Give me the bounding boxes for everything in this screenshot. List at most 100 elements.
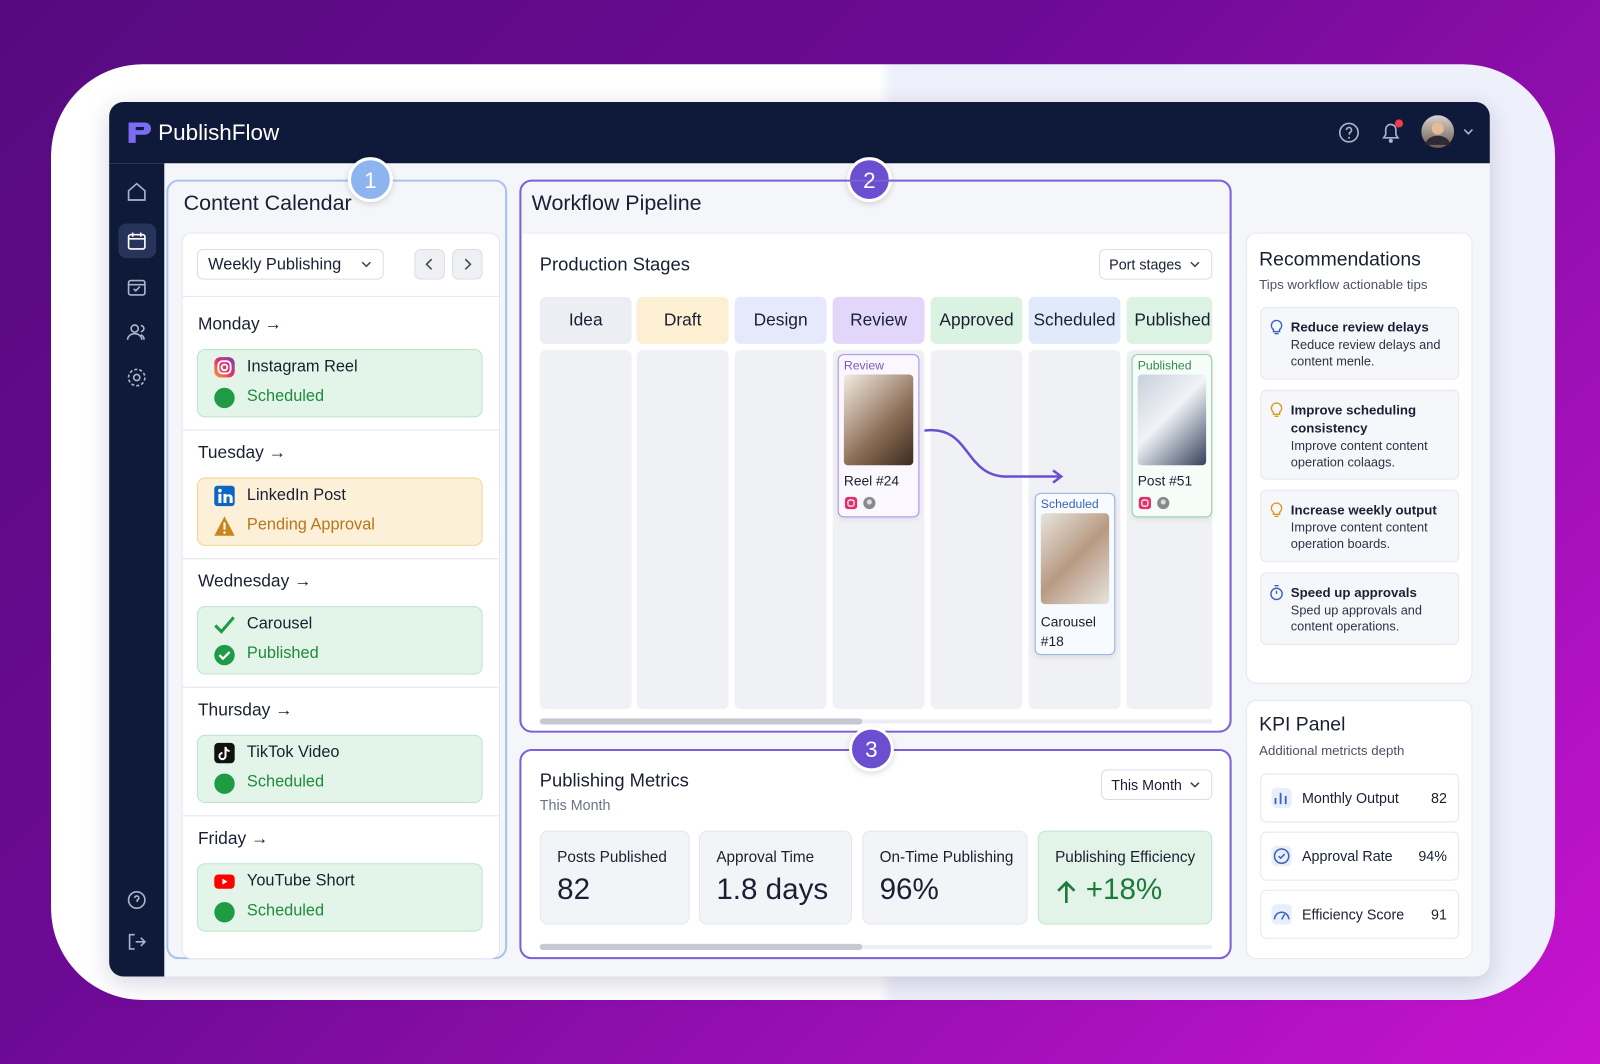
status-icon — [213, 644, 235, 666]
card-avatars-part-part — [1138, 496, 1152, 510]
badge-number: 2 — [863, 167, 876, 193]
item-status: Published — [246, 644, 319, 663]
panel-title: Recommendations — [1259, 248, 1421, 271]
tip-icon — [1269, 319, 1283, 335]
platform-icon-part-part — [214, 616, 235, 634]
scroll-thumb[interactable] — [539, 718, 863, 725]
tip-card[interactable] — [1260, 307, 1460, 380]
kpi-icon-part — [1271, 845, 1292, 867]
status-icon-part — [214, 516, 235, 536]
next-week[interactable] — [452, 248, 483, 280]
nav-item[interactable] — [126, 366, 148, 388]
help-button-part — [1338, 122, 1359, 143]
nav-item[interactable] — [126, 181, 148, 203]
card-avatars-part-part — [1160, 499, 1166, 505]
dropdown-caret-part — [361, 261, 371, 268]
nav-item-part — [126, 324, 145, 340]
help-button[interactable] — [1337, 120, 1361, 144]
tip-card[interactable] — [1260, 389, 1460, 480]
platform-icon-part — [214, 742, 235, 764]
notifications-part-part — [1382, 123, 1400, 139]
stage-header — [1126, 296, 1213, 344]
panel-title: Workflow Pipeline — [531, 191, 702, 216]
stage-name: Scheduled — [1033, 310, 1116, 330]
top-bar — [109, 102, 1490, 164]
panel-title: KPI Panel — [1259, 714, 1346, 736]
content-item[interactable] — [196, 734, 483, 804]
kpi-icon — [1271, 904, 1292, 925]
prev-week-part — [414, 248, 445, 280]
status-icon — [213, 901, 235, 923]
tip-icon-part-part — [1270, 319, 1283, 333]
nav-item-part-part — [127, 279, 146, 296]
nav-item[interactable] — [126, 931, 148, 953]
tip-card[interactable] — [1260, 489, 1460, 563]
platform-icon — [213, 356, 235, 378]
section-title: Publishing Metrics — [539, 770, 689, 791]
notifications[interactable] — [1378, 118, 1407, 145]
help-button-part-part — [1338, 122, 1359, 143]
content-item[interactable] — [196, 606, 483, 675]
status-icon-part-part — [214, 387, 235, 409]
content-item[interactable] — [196, 477, 483, 546]
status-icon — [213, 772, 235, 794]
nav-item-part-part — [128, 283, 145, 292]
avatar-part-part — [1425, 135, 1450, 145]
nav-item-part — [127, 279, 146, 296]
tip-text: Improve content content operation colaag… — [1290, 438, 1428, 470]
content-item[interactable] — [196, 863, 483, 932]
next-week-part — [452, 248, 483, 280]
stage-header — [734, 296, 827, 344]
scroll-track — [539, 944, 1213, 949]
divider — [182, 429, 499, 431]
status-icon-part-part — [214, 902, 235, 923]
nav-item[interactable] — [126, 276, 148, 298]
status-icon-part — [214, 387, 235, 409]
nav-item-part-part — [127, 182, 146, 201]
status-icon-part — [214, 902, 235, 923]
dropdown-caret-part-part — [1190, 782, 1200, 788]
nav-item[interactable] — [126, 889, 148, 911]
kpi-icon-part-part — [1274, 792, 1287, 805]
platform-icon-part-part — [218, 493, 222, 504]
dropdown-caret — [1188, 778, 1202, 792]
metric-label: Publishing Efficiency — [1055, 848, 1196, 867]
stage-name: Approved — [939, 310, 1014, 330]
content-item[interactable] — [196, 348, 483, 418]
prev-week-part-part — [414, 248, 445, 280]
badge-number: 3 — [865, 736, 878, 763]
nav-item-part — [127, 232, 146, 250]
panel-title: Content Calendar — [183, 191, 352, 216]
nav-item-part — [127, 182, 146, 201]
stage-name: Review — [850, 310, 908, 330]
divider — [182, 815, 499, 817]
logo-part — [128, 122, 152, 143]
move-arrow-part-part — [1052, 469, 1064, 484]
item-name: Carousel — [246, 615, 313, 633]
avatar-part — [1421, 115, 1455, 148]
card-label: Carousel #18 — [1040, 614, 1096, 649]
card-avatars-part-part — [1141, 499, 1149, 507]
calendar-card — [181, 232, 500, 960]
tip-icon-part — [1270, 402, 1283, 418]
brand: PublishFlow — [158, 119, 280, 145]
nav-item[interactable] — [126, 230, 148, 252]
account-menu[interactable] — [1461, 124, 1475, 138]
tip-title: Improve scheduling consistency — [1290, 402, 1417, 436]
kpi-icon-part-part — [1273, 911, 1290, 920]
day-label: Tuesday → — [197, 442, 287, 463]
filter-dropdown[interactable] — [196, 248, 384, 280]
item-name: TikTok Video — [246, 743, 340, 762]
next-week-part-part — [464, 258, 472, 270]
prev-week[interactable] — [414, 248, 445, 280]
tip-title: Increase weekly output — [1290, 502, 1437, 518]
scroll-thumb[interactable] — [539, 943, 863, 950]
avatar[interactable] — [1420, 114, 1455, 149]
nav-item[interactable] — [126, 320, 148, 342]
logo — [124, 118, 153, 147]
tip-card[interactable] — [1260, 572, 1460, 645]
stage-name: Idea — [568, 310, 603, 330]
platform-icon-part — [214, 485, 235, 507]
day-label: Wednesday → — [197, 571, 312, 591]
